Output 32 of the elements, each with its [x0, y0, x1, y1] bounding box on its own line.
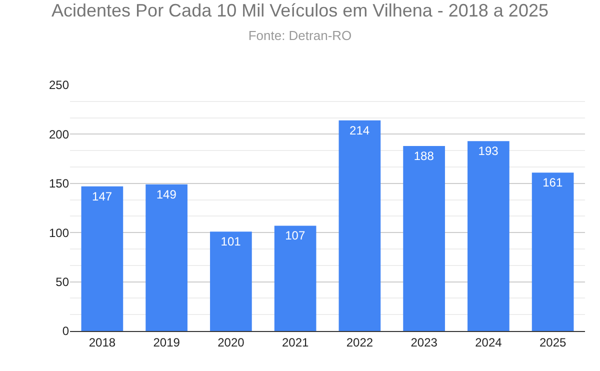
y-tick-label: 250 [48, 78, 70, 92]
data-label: 107 [285, 228, 306, 243]
x-tick-label: 2021 [282, 335, 309, 350]
y-tick-label: 50 [56, 275, 70, 289]
bar [468, 141, 510, 331]
bar [338, 120, 381, 331]
bar [146, 184, 188, 331]
data-label: 161 [542, 176, 563, 190]
bar [81, 186, 124, 331]
x-tick-label: 2018 [88, 335, 116, 350]
y-tick-label: 200 [48, 127, 70, 142]
bar [532, 172, 574, 331]
data-label: 101 [220, 234, 242, 249]
y-tick-label: 0 [62, 324, 70, 338]
bar [274, 226, 316, 331]
data-label: 214 [350, 123, 370, 138]
x-tick-label: 2023 [410, 335, 438, 350]
y-tick-label: 150 [48, 176, 70, 191]
x-tick-label: 2019 [153, 335, 180, 350]
x-tick-label: 2025 [539, 335, 566, 350]
x-tick-label: 2020 [218, 335, 245, 350]
data-label: 149 [156, 187, 177, 202]
data-label: 188 [414, 149, 434, 164]
data-label: 193 [478, 144, 499, 158]
chart-subtitle: Fonte: Detran-RO [248, 28, 352, 44]
x-tick-label: 2024 [475, 335, 502, 350]
bar [403, 146, 445, 331]
bar [210, 232, 252, 331]
data-label: 147 [92, 189, 112, 204]
chart-title: Acidentes Por Cada 10 Mil Veículos em Vilhena - 2018 a 2025 [52, 0, 548, 21]
x-tick-label: 2022 [346, 335, 374, 350]
y-tick-label: 100 [48, 226, 70, 240]
